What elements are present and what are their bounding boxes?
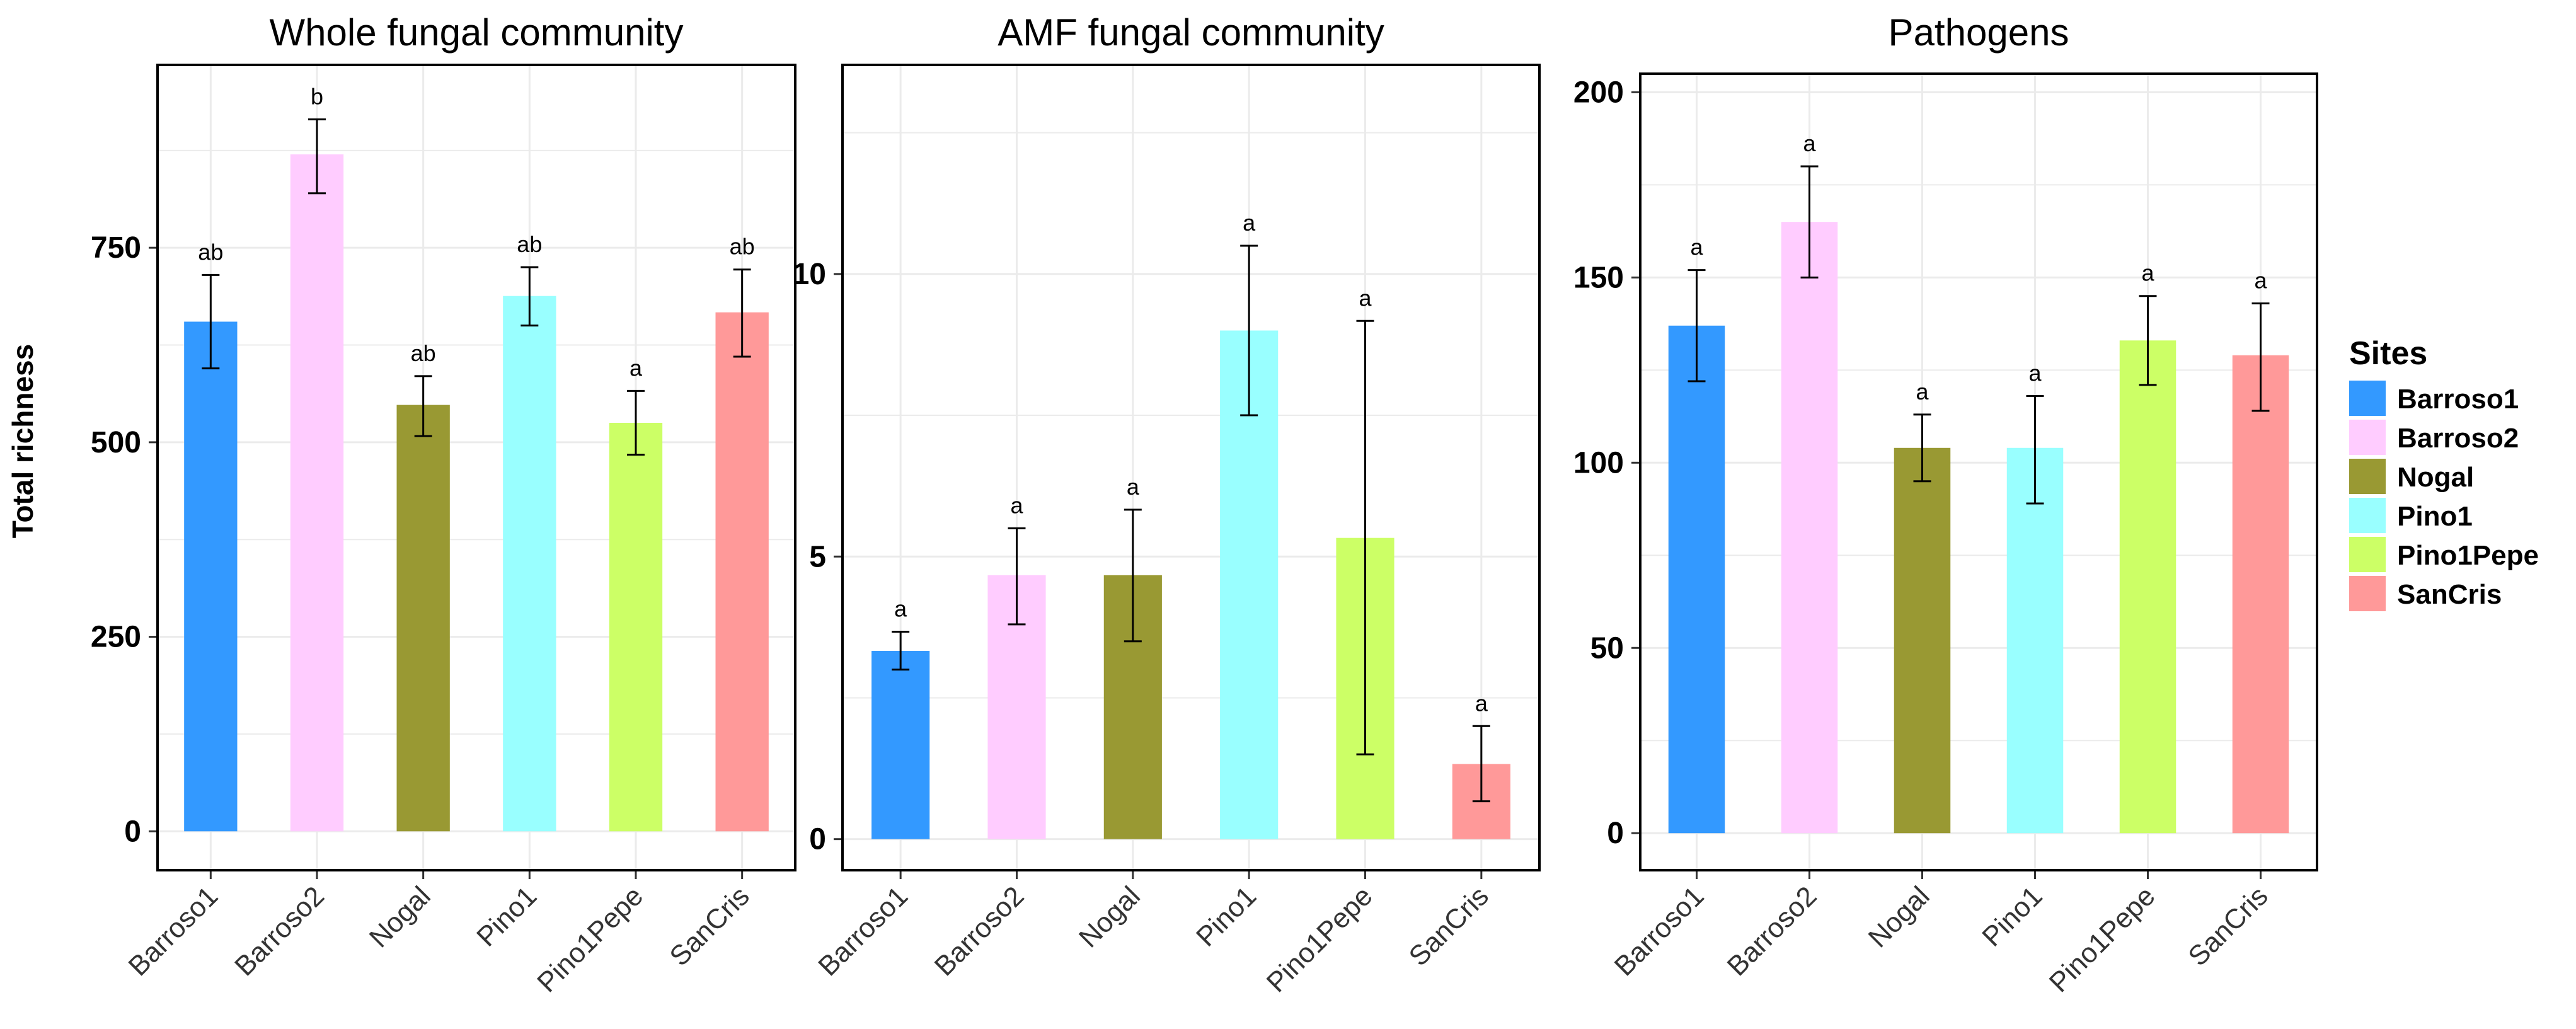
bar-pino1pepe (609, 423, 663, 832)
panel-border (841, 64, 1541, 871)
significance-letter: a (1803, 130, 1816, 156)
significance-letter: a (1359, 285, 1372, 311)
y-tick-label: 50 (1590, 631, 1624, 665)
y-tick-label: 0 (809, 823, 826, 856)
significance-letter: a (1127, 474, 1140, 500)
legend-title: Sites (2349, 335, 2427, 372)
significance-letter: a (1475, 690, 1488, 716)
x-tick-label: Pino1Pepe (1261, 880, 1379, 998)
y-tick-label: 750 (91, 231, 141, 265)
legend-label-pino1pepe: Pino1Pepe (2397, 540, 2539, 571)
legend-label-barroso1: Barroso1 (2397, 384, 2519, 415)
legend-label-sancris: SanCris (2397, 579, 2502, 610)
y-tick-label: 150 (1573, 261, 1624, 294)
x-tick-label: Pino1Pepe (531, 880, 649, 998)
chart-panel-pathogens: Pathogens a Barroso1 a Barroso2 a Nogal a Pino1 a… (1573, 11, 2318, 998)
significance-letter: a (2141, 260, 2154, 286)
significance-letter: a (1243, 210, 1256, 236)
legend-label-barroso2: Barroso2 (2397, 423, 2519, 454)
legend-label-nogal: Nogal (2397, 462, 2474, 493)
y-tick-label: 10 (793, 258, 826, 291)
significance-letter: a (1690, 234, 1703, 260)
x-tick-label: SanCris (664, 880, 755, 972)
y-tick-label: 500 (91, 426, 141, 459)
legend-swatch-sancris (2349, 576, 2386, 611)
chart-panel-amf-fungal: AMF fungal community a Barroso1 a Barroso2 a N… (793, 11, 1541, 998)
chart-title: AMF fungal community (998, 11, 1384, 54)
legend-swatch-barroso2 (2349, 420, 2386, 455)
bar-barroso1 (1668, 325, 1725, 834)
x-tick-label: Barroso2 (929, 880, 1030, 982)
significance-letter: a (894, 596, 907, 622)
plot-background (158, 65, 795, 870)
plot-background (842, 65, 1539, 870)
x-tick-label: Nogal (1073, 880, 1146, 953)
panel-border (156, 64, 796, 871)
x-tick-label: Nogal (1863, 880, 1936, 953)
bar-pino1 (2006, 447, 2064, 834)
x-tick-label: Nogal (364, 880, 437, 953)
bar-barroso1 (184, 321, 238, 832)
x-tick-label: Pino1 (1190, 880, 1262, 952)
y-axis-label: Total richness (6, 344, 39, 538)
significance-letter: ab (517, 231, 542, 257)
y-tick-label: 0 (124, 815, 141, 848)
legend-swatch-barroso1 (2349, 381, 2386, 416)
significance-letter: a (1010, 492, 1023, 518)
x-tick-label: Barroso2 (1722, 880, 1823, 982)
legend-swatch-pino1pepe (2349, 537, 2386, 572)
y-tick-label: 250 (91, 621, 141, 654)
significance-letter: ab (411, 340, 436, 366)
bar-nogal (1894, 447, 1951, 834)
legend-swatch-pino1 (2349, 498, 2386, 533)
legend-swatch-nogal (2349, 459, 2386, 494)
x-tick-label: Barroso2 (229, 880, 330, 982)
bar-pino1 (503, 296, 556, 832)
significance-letter: ab (730, 234, 755, 260)
significance-letter: a (1916, 379, 1929, 405)
bar-barroso1 (871, 651, 930, 839)
bar-sancris (2232, 355, 2289, 834)
y-tick-label: 100 (1573, 446, 1624, 480)
plot-background (1640, 74, 2317, 870)
y-tick-label: 0 (1607, 817, 1624, 850)
y-tick-label: 5 (809, 540, 826, 573)
bar-barroso2 (290, 154, 344, 832)
significance-letter: a (2254, 268, 2267, 294)
significance-letter: ab (198, 239, 223, 265)
x-tick-label: Pino1Pepe (2044, 880, 2161, 998)
x-tick-label: Barroso1 (812, 880, 914, 982)
x-tick-label: Barroso1 (1609, 880, 1710, 982)
x-tick-label: SanCris (1403, 880, 1495, 972)
bar-pino1pepe (2119, 340, 2176, 834)
significance-letter: a (630, 355, 643, 381)
y-tick-label: 200 (1573, 76, 1624, 109)
chart-title: Whole fungal community (270, 11, 684, 54)
x-tick-label: Pino1 (1976, 880, 2048, 952)
panel-border (1639, 72, 2318, 871)
x-tick-label: Pino1 (471, 880, 543, 952)
significance-letter: a (2028, 360, 2042, 386)
chart-title: Pathogens (1889, 11, 2069, 54)
bar-nogal (396, 405, 450, 832)
bar-barroso2 (1781, 222, 1838, 834)
legend-label-pino1: Pino1 (2397, 501, 2473, 532)
significance-letter: b (311, 83, 323, 109)
x-tick-label: Barroso1 (123, 880, 224, 982)
chart-panel-whole-fungal: Whole fungal community ab Barroso1 b Barroso… (91, 11, 796, 998)
x-tick-label: SanCris (2182, 880, 2274, 972)
bar-sancris (715, 312, 769, 832)
legend: Sites Barroso1 Barroso2 Nogal Pino1 Pino1Pep… (2349, 335, 2539, 611)
